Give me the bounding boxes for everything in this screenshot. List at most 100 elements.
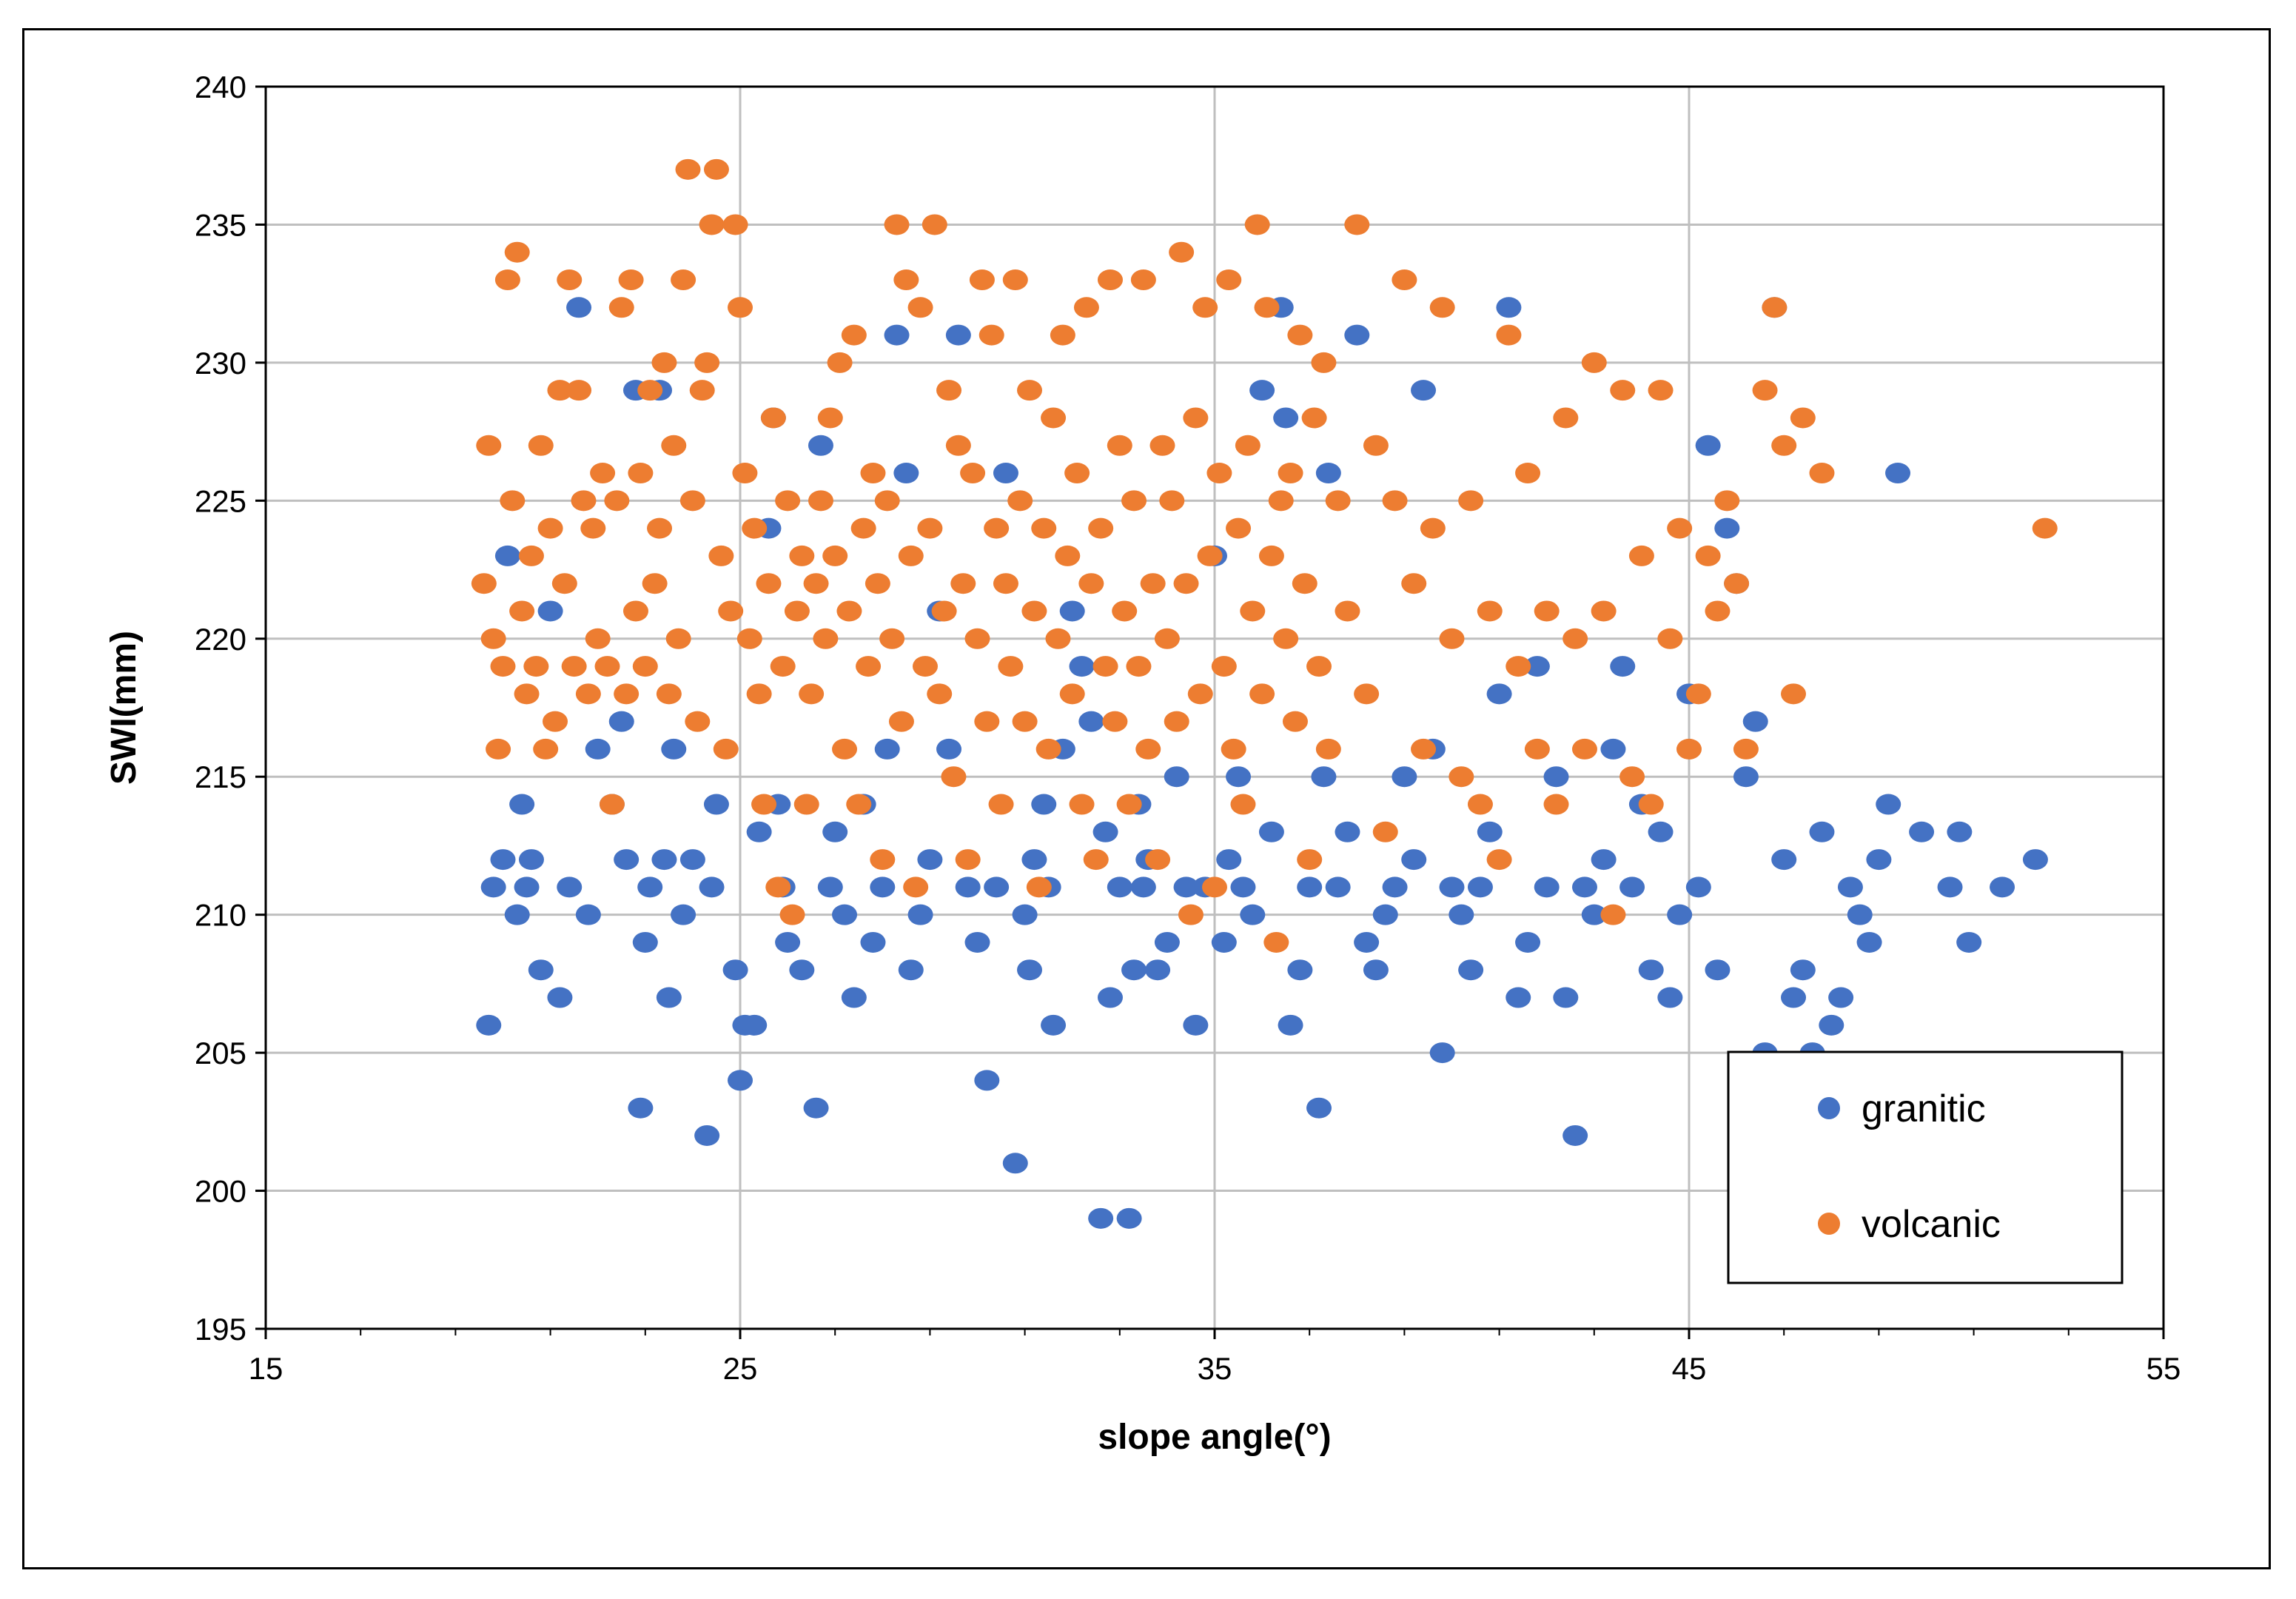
volcanic-point bbox=[893, 269, 919, 291]
granitic-point bbox=[1524, 656, 1550, 677]
granitic-point bbox=[490, 849, 516, 871]
volcanic-point bbox=[789, 545, 815, 566]
granitic-point bbox=[1059, 600, 1085, 622]
volcanic-point bbox=[832, 738, 858, 760]
granitic-point bbox=[1648, 821, 1674, 842]
granitic-point bbox=[1226, 766, 1252, 788]
granitic-point bbox=[1078, 711, 1104, 732]
volcanic-point bbox=[917, 517, 943, 539]
granitic-point bbox=[628, 1097, 654, 1119]
granitic-point bbox=[1097, 987, 1123, 1008]
volcanic-point bbox=[1695, 545, 1721, 566]
volcanic-point bbox=[1135, 738, 1161, 760]
volcanic-point bbox=[1344, 214, 1370, 235]
volcanic-point bbox=[1301, 407, 1327, 429]
volcanic-point bbox=[476, 435, 502, 456]
granitic-point bbox=[566, 297, 592, 318]
volcanic-point bbox=[1268, 490, 1294, 512]
y-tick-label: 205 bbox=[195, 1036, 246, 1070]
granitic-point bbox=[832, 904, 858, 925]
volcanic-point bbox=[604, 490, 630, 512]
granitic-point bbox=[656, 987, 682, 1008]
volcanic-point bbox=[1553, 407, 1579, 429]
volcanic-point bbox=[865, 573, 890, 594]
volcanic-point bbox=[1287, 324, 1313, 346]
volcanic-point bbox=[622, 600, 648, 622]
volcanic-point bbox=[1140, 573, 1166, 594]
volcanic-point bbox=[1458, 490, 1484, 512]
volcanic-point bbox=[960, 463, 986, 484]
volcanic-point bbox=[1571, 738, 1597, 760]
volcanic-point bbox=[585, 628, 611, 649]
volcanic-point bbox=[950, 573, 976, 594]
volcanic-point bbox=[803, 573, 829, 594]
volcanic-point bbox=[543, 711, 568, 732]
volcanic-point bbox=[2032, 517, 2058, 539]
volcanic-point bbox=[1216, 269, 1242, 291]
volcanic-point bbox=[1714, 490, 1740, 512]
granitic-point bbox=[789, 959, 815, 981]
volcanic-point bbox=[1496, 324, 1522, 346]
volcanic-point bbox=[922, 214, 947, 235]
volcanic-point bbox=[1055, 545, 1081, 566]
volcanic-point bbox=[608, 297, 634, 318]
volcanic-point bbox=[1600, 904, 1626, 925]
granitic-point bbox=[1173, 876, 1199, 898]
granitic-point bbox=[955, 876, 981, 898]
volcanic-point bbox=[775, 490, 801, 512]
granitic-point bbox=[893, 463, 919, 484]
volcanic-point bbox=[1164, 711, 1189, 732]
volcanic-point bbox=[1112, 600, 1138, 622]
granitic-point bbox=[841, 987, 867, 1008]
granitic-point bbox=[1278, 1014, 1303, 1036]
volcanic-point bbox=[1724, 573, 1750, 594]
volcanic-point bbox=[628, 463, 654, 484]
granitic-point bbox=[1092, 821, 1118, 842]
volcanic-point bbox=[1116, 794, 1142, 815]
volcanic-point bbox=[537, 517, 563, 539]
granitic-point bbox=[703, 794, 729, 815]
volcanic-point bbox=[1092, 656, 1118, 677]
granitic-point bbox=[1515, 931, 1541, 953]
volcanic-point bbox=[1197, 545, 1223, 566]
granitic-point bbox=[1790, 959, 1816, 981]
y-tick-label: 220 bbox=[195, 622, 246, 657]
volcanic-point bbox=[1311, 352, 1337, 373]
volcanic-point bbox=[1178, 904, 1204, 925]
volcanic-point bbox=[1202, 876, 1227, 898]
volcanic-point bbox=[1145, 849, 1171, 871]
volcanic-point bbox=[765, 876, 791, 898]
granitic-point bbox=[1847, 904, 1873, 925]
volcanic-point bbox=[518, 545, 544, 566]
volcanic-point bbox=[1192, 297, 1218, 318]
granitic-point bbox=[1335, 821, 1360, 842]
granitic-point bbox=[1885, 463, 1911, 484]
granitic-point bbox=[1116, 1207, 1142, 1229]
granitic-point bbox=[1372, 904, 1398, 925]
granitic-point bbox=[936, 738, 962, 760]
series-volcanic bbox=[471, 158, 2058, 953]
volcanic-point bbox=[580, 517, 606, 539]
granitic-point bbox=[1121, 959, 1147, 981]
volcanic-point bbox=[784, 600, 810, 622]
granitic-point bbox=[1600, 738, 1626, 760]
volcanic-point bbox=[1073, 297, 1099, 318]
volcanic-point bbox=[1021, 600, 1047, 622]
granitic-point bbox=[860, 931, 886, 953]
granitic-point bbox=[1657, 987, 1683, 1008]
volcanic-point bbox=[561, 656, 587, 677]
volcanic-point bbox=[599, 794, 625, 815]
y-tick-label: 230 bbox=[195, 346, 246, 381]
volcanic-point bbox=[1083, 849, 1109, 871]
granitic-point bbox=[1287, 959, 1313, 981]
volcanic-point bbox=[1041, 407, 1067, 429]
volcanic-point bbox=[1002, 269, 1028, 291]
volcanic-point bbox=[1591, 600, 1617, 622]
volcanic-point bbox=[594, 656, 620, 677]
granitic-point bbox=[480, 876, 506, 898]
volcanic-point bbox=[1292, 573, 1317, 594]
volcanic-point bbox=[523, 656, 549, 677]
granitic-point bbox=[742, 1014, 768, 1036]
volcanic-point bbox=[500, 490, 526, 512]
y-tick-label: 240 bbox=[195, 70, 246, 104]
